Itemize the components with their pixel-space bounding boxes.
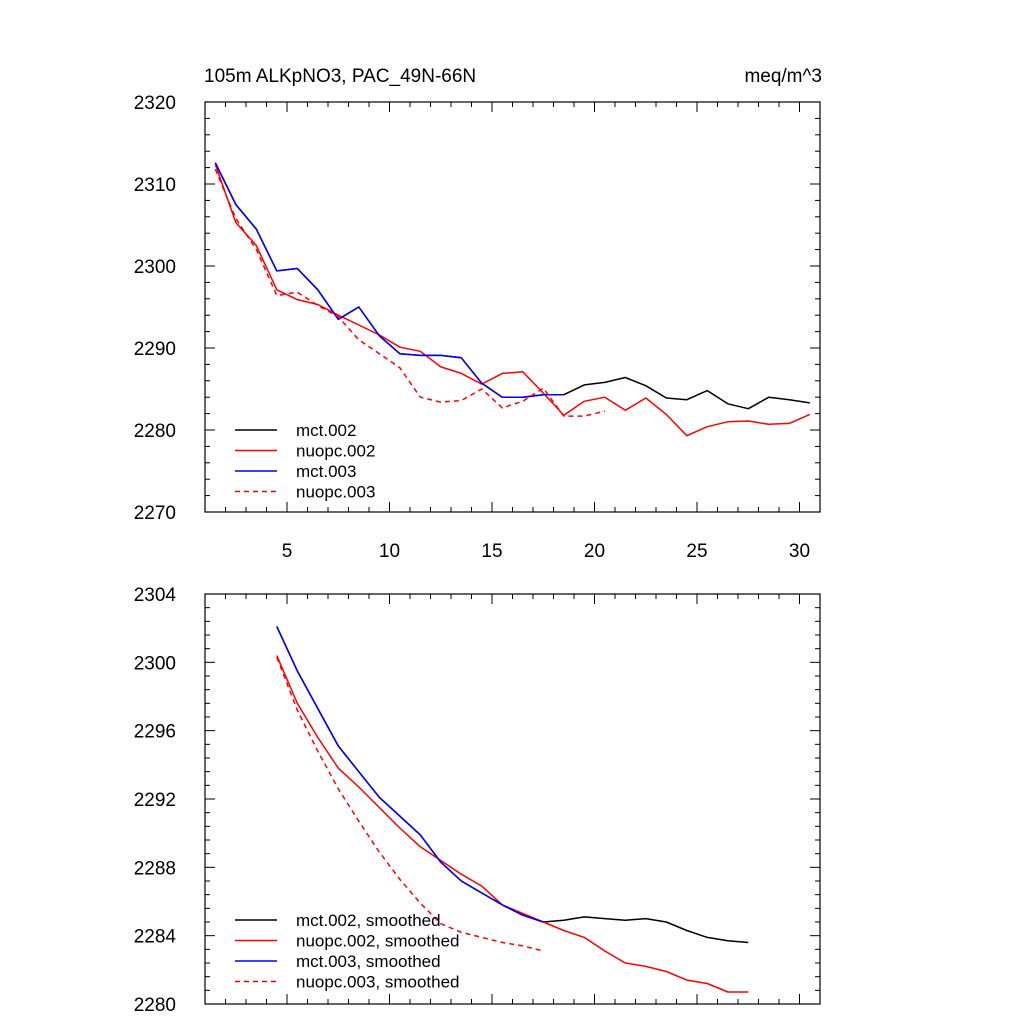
- plot1-xtick-label: 10: [379, 541, 400, 562]
- plot2-legend-label: nuopc.002, smoothed: [296, 932, 460, 951]
- plot2-legend-label: nuopc.003, smoothed: [296, 973, 460, 992]
- plot1-xtick-label: 20: [584, 541, 605, 562]
- plot1-ytick-label: 2310: [134, 175, 176, 196]
- plot1-ytick-label: 2320: [134, 93, 176, 114]
- plot1-ytick-label: 2300: [134, 257, 176, 278]
- plot2-legend-label: mct.003, smoothed: [296, 952, 441, 971]
- plot2-series-nuopc-003-smoothed: [276, 656, 544, 952]
- plot2-series-nuopc-002-smoothed: [276, 655, 749, 993]
- plot1-ytick-label: 2280: [134, 421, 176, 442]
- plot1-xtick-label: 30: [789, 541, 810, 562]
- plot1-area: 5 10 15 20 25 30 2270 2280 2290 2300 2310 2320 mct.0…: [134, 93, 821, 562]
- plot2-area: 2280 2284 2288 2292 2296 2300 2304 mct.002, smo…: [134, 585, 821, 1016]
- plot1-ytick-label: 2290: [134, 339, 176, 360]
- plot2-ytick-label: 2300: [134, 653, 176, 674]
- plot2-ytick-label: 2296: [134, 722, 176, 743]
- plot1-title: 105m ALKpNO3, PAC_49N-66N: [204, 66, 476, 87]
- plot1-legend-label: nuopc.002: [296, 442, 375, 461]
- plot1-xtick-label: 15: [481, 541, 502, 562]
- plot2-series-mct-003-smoothed: [276, 626, 544, 923]
- plot1-legend-label: mct.002: [296, 421, 356, 440]
- plot2-legend-label: mct.002, smoothed: [296, 911, 441, 930]
- plot1-legend-label: nuopc.003: [296, 483, 375, 502]
- plot2-ytick-label: 2292: [134, 790, 176, 811]
- plot1-units: meq/m^3: [744, 66, 822, 87]
- plot2-ytick-label: 2280: [134, 995, 176, 1016]
- plot2-ytick-label: 2288: [134, 858, 176, 879]
- plot1-legend-label: mct.003: [296, 462, 356, 481]
- plot2-ytick-label: 2304: [134, 585, 177, 606]
- plot2-ytick-label: 2284: [134, 927, 177, 948]
- plot1-xtick-label: 25: [686, 541, 707, 562]
- plot1-series-nuopc-003: [214, 168, 605, 417]
- plot1-series-mct-003: [214, 162, 564, 398]
- plot1-ytick-label: 2270: [134, 503, 176, 524]
- plot1-xtick-label: 5: [282, 541, 293, 562]
